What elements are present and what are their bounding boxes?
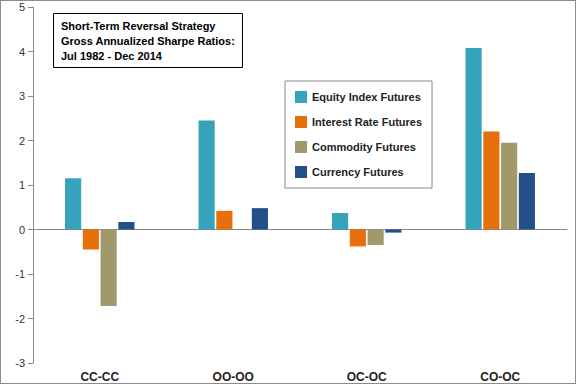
svg-text:Currency Futures: Currency Futures bbox=[312, 166, 404, 178]
svg-text:5: 5 bbox=[19, 1, 25, 13]
svg-text:OO-OO: OO-OO bbox=[213, 370, 254, 383]
svg-text:Gross Annualized Sharpe Ratios: Gross Annualized Sharpe Ratios: bbox=[61, 35, 235, 47]
svg-text:0: 0 bbox=[19, 224, 25, 236]
svg-text:-2: -2 bbox=[15, 313, 25, 325]
svg-text:1: 1 bbox=[19, 179, 25, 191]
svg-text:-3: -3 bbox=[15, 357, 25, 369]
svg-text:Jul 1982 - Dec 2014: Jul 1982 - Dec 2014 bbox=[61, 50, 163, 62]
svg-text:CC-CC: CC-CC bbox=[80, 370, 119, 383]
svg-text:Equity Index Futures: Equity Index Futures bbox=[312, 91, 421, 103]
svg-text:-1: -1 bbox=[15, 268, 25, 280]
svg-text:3: 3 bbox=[19, 90, 25, 102]
svg-text:4: 4 bbox=[19, 46, 25, 58]
svg-text:CO-OC: CO-OC bbox=[480, 370, 520, 383]
svg-text:2: 2 bbox=[19, 135, 25, 147]
svg-text:Commodity Futures: Commodity Futures bbox=[312, 141, 416, 153]
svg-text:Short-Term Reversal Strategy: Short-Term Reversal Strategy bbox=[61, 20, 216, 32]
svg-text:Interest Rate Futures: Interest Rate Futures bbox=[312, 116, 422, 128]
svg-text:OC-OC: OC-OC bbox=[347, 370, 387, 383]
